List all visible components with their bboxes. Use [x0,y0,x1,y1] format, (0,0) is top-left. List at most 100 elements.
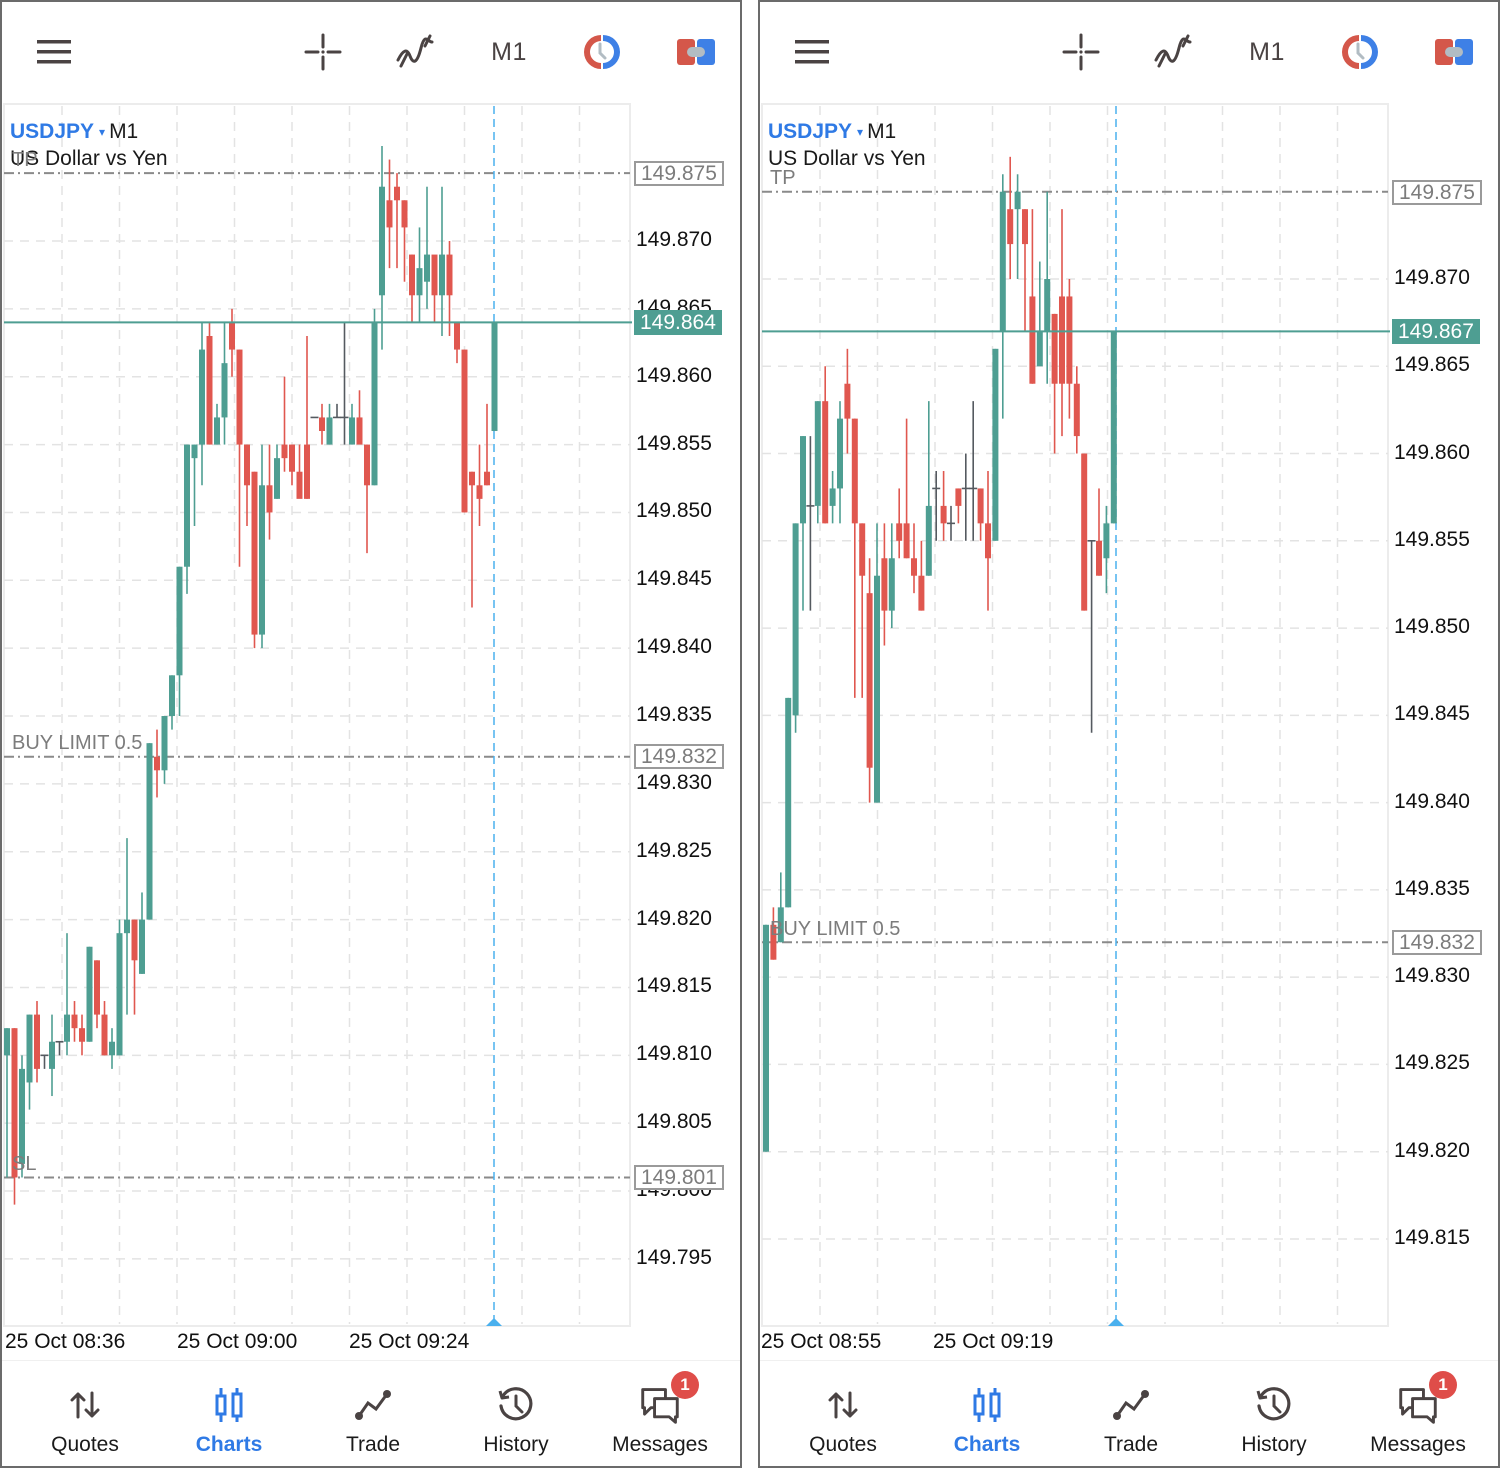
hamburger-menu-icon [37,40,71,64]
nav-label: History [483,1433,549,1456]
nav-label: Charts [953,1433,1021,1456]
candlestick-chart[interactable] [760,2,1500,1360]
chart-panel-right: M1 USDJPY ▾ M1 US Dollar vs Yen TP BUY LIM… [758,0,1500,1468]
price-axis-label: 149.840 [1394,789,1470,813]
nav-charts[interactable]: Charts [158,1361,300,1466]
nav-quotes[interactable]: Quotes [772,1361,914,1466]
buy-limit-label[interactable]: BUY LIMIT 0.5 [770,918,901,940]
symbol-ticker[interactable]: USDJPY [10,120,95,143]
nav-trade[interactable]: Trade [302,1361,444,1466]
nav-label: Quotes [809,1433,877,1456]
menu-button[interactable] [786,26,838,78]
nav-messages[interactable]: 1 Messages [1347,1361,1489,1466]
price-axis-label: 149.805 [636,1110,712,1134]
timeframe-button[interactable]: M1 [1241,26,1293,78]
symbol-description: US Dollar vs Yen [768,147,926,170]
price-axis-label: 149.845 [1394,702,1470,726]
current-price-tag: 149.867 [1392,319,1480,344]
session-button[interactable] [576,26,628,78]
nav-history[interactable]: History [445,1361,587,1466]
nav-history[interactable]: History [1203,1361,1345,1466]
symbol-selector[interactable]: USDJPY ▾ M1 [10,120,138,144]
price-axis-label: 149.835 [1394,876,1470,900]
time-label: 25 Oct 09:00 [177,1330,298,1353]
symbol-selector[interactable]: USDJPY ▾ M1 [768,120,896,144]
tp-label: TP [770,167,796,189]
price-axis-label: 149.830 [1394,964,1470,988]
price-axis-label: 149.870 [636,228,712,251]
nav-label: Charts [195,1433,263,1456]
price-axis-label: 149.815 [636,974,712,998]
price-axis-label: 149.835 [636,703,712,727]
price-axis-label: 149.855 [1394,527,1470,551]
price-axis-label: 149.865 [1394,353,1470,377]
symbol-description: US Dollar vs Yen [10,147,168,170]
session-button[interactable] [1334,26,1386,78]
top-toolbar: M1 [760,2,1498,102]
crosshair-icon [304,33,342,71]
nav-label: Trade [345,1433,401,1456]
bottom-navigation: Quotes Charts Trade History 1 Messages [760,1360,1498,1466]
price-axis-label: 149.820 [1394,1138,1470,1162]
indicators-icon [1154,34,1192,68]
price-axis-label: 149.845 [636,567,712,591]
symbol-timeframe: M1 [867,120,897,143]
nav-trade[interactable]: Trade [1060,1361,1202,1466]
bottom-navigation: Quotes Charts Trade History 1 Messages [2,1360,740,1466]
history-clock-icon [1256,1387,1291,1421]
buy-limit-label[interactable]: BUY LIMIT 0.5 [12,732,143,754]
menu-button[interactable] [28,26,80,78]
time-label: 25 Oct 08:36 [5,1330,126,1353]
buy-limit-price-tag: 149.832 [634,744,724,769]
sl-label: SL [12,1153,37,1175]
quotes-arrows-icon [70,1391,100,1419]
crosshair-button[interactable] [1055,26,1107,78]
price-axis-label: 149.830 [636,770,712,794]
one-click-trading-button[interactable] [1428,26,1480,78]
nav-charts[interactable]: Charts [916,1361,1058,1466]
nav-messages[interactable]: 1 Messages [589,1361,731,1466]
price-axis-label: 149.810 [636,1042,712,1066]
nav-quotes[interactable]: Quotes [14,1361,156,1466]
timeframe-label: M1 [491,37,527,66]
top-toolbar: M1 [2,2,740,102]
one-click-trading-icon [1435,39,1473,65]
nav-label: Messages [612,1433,708,1456]
price-axis-label: 149.795 [636,1245,712,1269]
indicators-button[interactable] [1147,26,1199,78]
clock-session-icon [1342,35,1378,69]
price-axis-label: 149.815 [1394,1225,1470,1249]
sl-price-tag: 149.801 [634,1165,724,1190]
messages-badge: 1 [1429,1371,1457,1399]
messages-badge: 1 [671,1371,699,1399]
indicators-icon [396,34,434,68]
crosshair-button[interactable] [297,26,349,78]
hamburger-menu-icon [795,40,829,64]
price-axis-label: 149.850 [636,499,712,523]
crosshair-icon [1062,33,1100,71]
price-axis-label: 149.840 [636,635,712,659]
charts-candles-icon [973,1388,1001,1422]
time-label: 25 Oct 08:55 [761,1330,882,1353]
one-click-trading-button[interactable] [670,26,722,78]
time-label: 25 Oct 09:24 [349,1330,470,1353]
nav-label: Quotes [51,1433,119,1456]
price-axis-label: 149.825 [1394,1051,1470,1075]
candlestick-chart[interactable] [2,2,742,1360]
symbol-ticker[interactable]: USDJPY [768,120,853,143]
tp-price-tag: 149.875 [1392,180,1482,205]
dropdown-caret-icon[interactable]: ▾ [99,125,106,139]
chart-panel-left: M1 USDJPY ▾ M1 US Dollar vs Yen TP BUY LIM… [0,0,742,1468]
price-axis-label: 149.820 [636,906,712,930]
nav-label: Messages [1370,1433,1466,1456]
timeframe-button[interactable]: M1 [483,26,535,78]
nav-label: Trade [1103,1433,1159,1456]
indicators-button[interactable] [389,26,441,78]
tp-label: TP [12,149,38,171]
dropdown-caret-icon[interactable]: ▾ [857,125,864,139]
one-click-trading-icon [677,39,715,65]
trade-line-icon [355,1390,391,1420]
charts-candles-icon [215,1388,243,1422]
price-axis-label: 149.825 [636,838,712,862]
current-price-tag: 149.864 [634,310,722,335]
